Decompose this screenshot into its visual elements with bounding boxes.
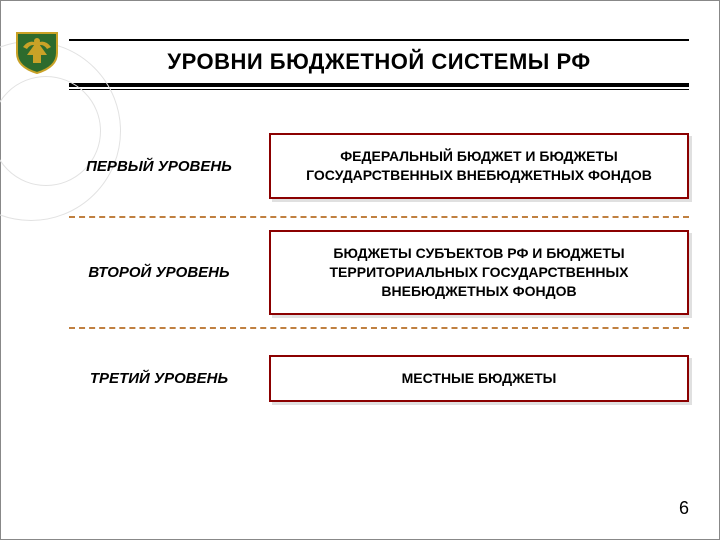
rule-thin xyxy=(69,89,689,90)
level-label: ВТОРОЙ УРОВЕНЬ xyxy=(69,264,269,281)
rule-thick xyxy=(69,83,689,87)
page-number: 6 xyxy=(679,498,689,519)
level-label: ПЕРВЫЙ УРОВЕНЬ xyxy=(69,158,269,175)
level-box: ФЕДЕРАЛЬНЫЙ БЮДЖЕТ И БЮДЖЕТЫ ГОСУДАРСТВЕ… xyxy=(269,133,689,199)
divider xyxy=(69,327,689,329)
level-box: МЕСТНЫЕ БЮДЖЕТЫ xyxy=(269,355,689,402)
level-row: ПЕРВЫЙ УРОВЕНЬ ФЕДЕРАЛЬНЫЙ БЮДЖЕТ И БЮДЖ… xyxy=(69,120,689,212)
level-row: ТРЕТИЙ УРОВЕНЬ МЕСТНЫЕ БЮДЖЕТЫ xyxy=(69,333,689,425)
page-title: УРОВНИ БЮДЖЕТНОЙ СИСТЕМЫ РФ xyxy=(69,43,689,83)
header: УРОВНИ БЮДЖЕТНОЙ СИСТЕМЫ РФ xyxy=(69,1,689,90)
level-box: БЮДЖЕТЫ СУБЪЕКТОВ РФ И БЮДЖЕТЫ ТЕРРИТОРИ… xyxy=(269,230,689,315)
emblem-icon xyxy=(13,27,61,75)
content: ПЕРВЫЙ УРОВЕНЬ ФЕДЕРАЛЬНЫЙ БЮДЖЕТ И БЮДЖ… xyxy=(69,120,689,425)
divider xyxy=(69,216,689,218)
level-label: ТРЕТИЙ УРОВЕНЬ xyxy=(69,370,269,387)
level-row: ВТОРОЙ УРОВЕНЬ БЮДЖЕТЫ СУБЪЕКТОВ РФ И БЮ… xyxy=(69,222,689,323)
